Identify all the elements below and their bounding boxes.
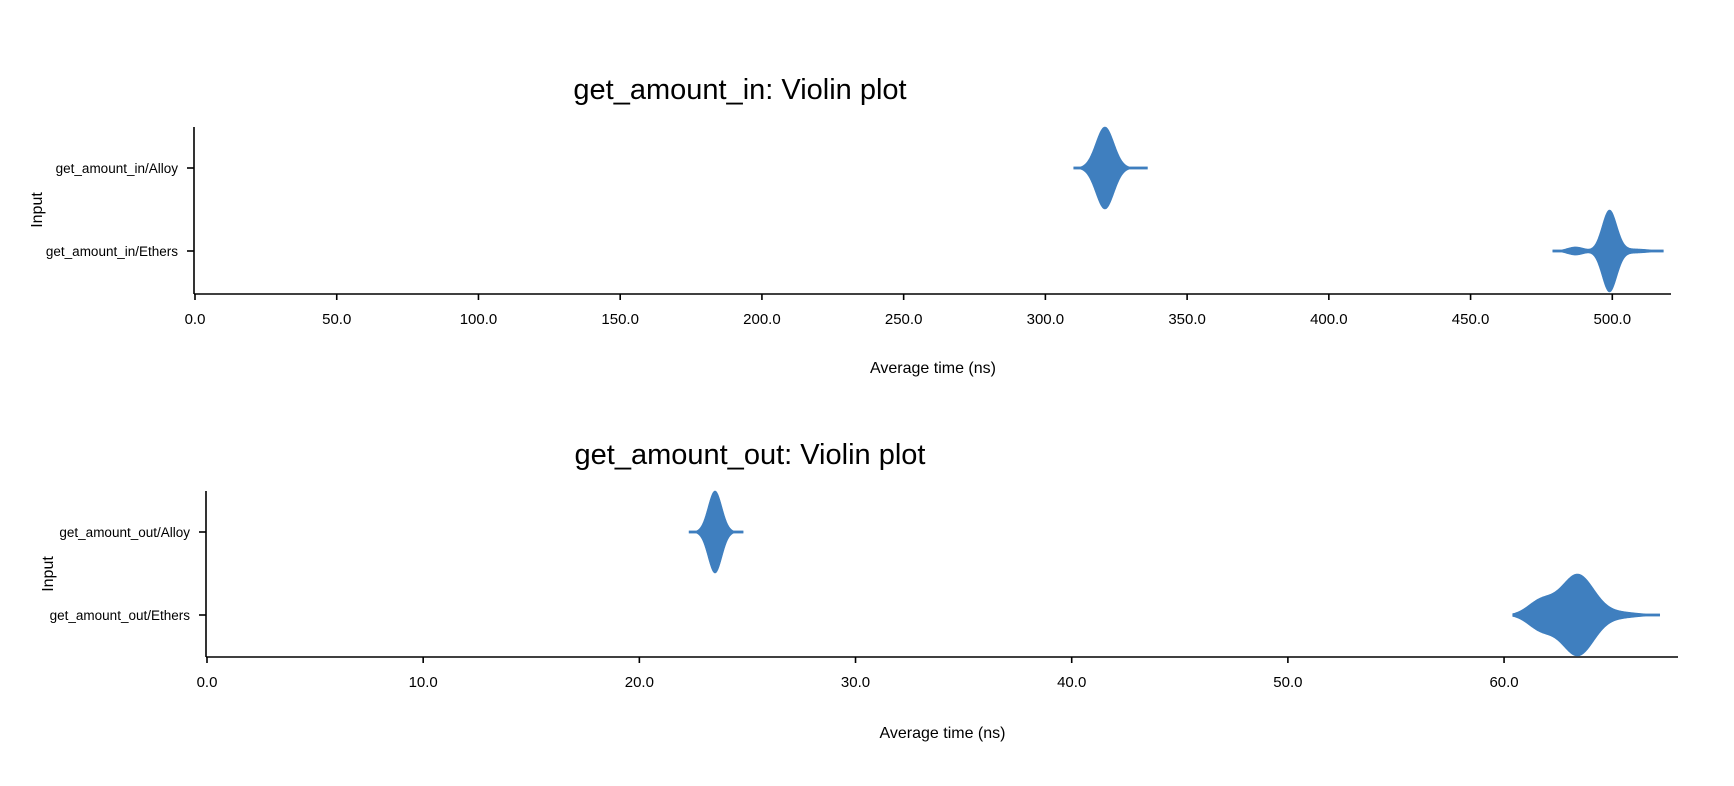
x-tick-label: 0.0 — [185, 311, 206, 328]
y-category-label: get_amount_out/Ethers — [50, 608, 191, 623]
y-axis-label: Input — [29, 192, 46, 228]
x-tick-label: 30.0 — [841, 674, 870, 691]
x-tick-label: 450.0 — [1452, 311, 1490, 328]
y-axis-label: Input — [40, 556, 57, 592]
chart-get-amount-out: get_amount_out: Violin plot 0.0 10.0 20.0 30… — [40, 439, 1678, 742]
x-tick-label: 40.0 — [1057, 674, 1086, 691]
violin-shape — [688, 490, 744, 574]
chart-title: get_amount_in: Violin plot — [573, 74, 906, 106]
x-tick-label: 100.0 — [460, 311, 498, 328]
x-tick-label: 300.0 — [1027, 311, 1065, 328]
x-tick-label: 200.0 — [743, 311, 781, 328]
y-category-label: get_amount_in/Ethers — [46, 244, 178, 259]
x-tick-label: 50.0 — [1273, 674, 1302, 691]
violin-shape — [1552, 209, 1664, 293]
x-tick-label: 400.0 — [1310, 311, 1348, 328]
y-category-label: get_amount_out/Alloy — [59, 525, 190, 540]
chart-get-amount-in: get_amount_in: Violin plot 0.0 50.0 100.0 15… — [29, 74, 1671, 377]
x-tick-label: 0.0 — [197, 674, 218, 691]
y-category-label: get_amount_in/Alloy — [56, 161, 179, 176]
x-tick-label: 150.0 — [601, 311, 639, 328]
x-tick-label: 500.0 — [1594, 311, 1632, 328]
violin-shape — [1073, 126, 1148, 210]
chart-title: get_amount_out: Violin plot — [575, 439, 926, 471]
x-axis-label: Average time (ns) — [870, 360, 996, 377]
x-tick-label: 250.0 — [885, 311, 923, 328]
violin-shape — [1512, 573, 1661, 657]
x-tick-label: 350.0 — [1168, 311, 1206, 328]
x-tick-label: 20.0 — [625, 674, 654, 691]
x-axis-label: Average time (ns) — [880, 725, 1006, 742]
x-tick-label: 10.0 — [409, 674, 438, 691]
x-tick-label: 50.0 — [322, 311, 351, 328]
x-tick-label: 60.0 — [1489, 674, 1518, 691]
